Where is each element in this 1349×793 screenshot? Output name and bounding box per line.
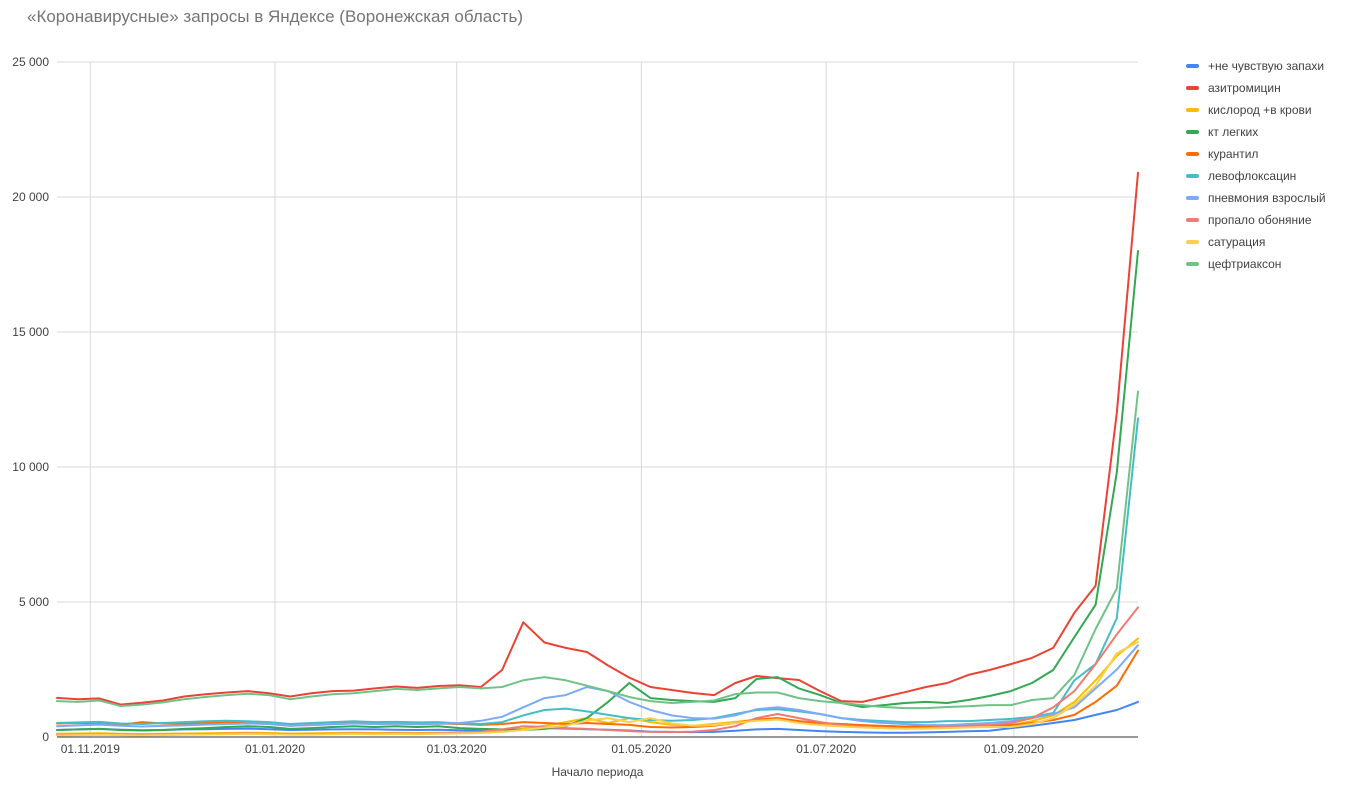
legend-label: пневмония взрослый (1208, 191, 1326, 205)
legend-label: +не чувствую запахи (1208, 59, 1325, 73)
legend-label: пропало обоняние (1208, 213, 1312, 227)
legend-item[interactable]: +не чувствую запахи (1186, 55, 1326, 77)
x-tick-label: 01.09.2020 (984, 742, 1044, 756)
series-line-7 (56, 606, 1139, 736)
legend-label: кт легких (1208, 125, 1259, 139)
legend-label: курантил (1208, 147, 1259, 161)
legend: +не чувствую запахи азитромицин кислород… (1186, 55, 1326, 275)
legend-swatch (1186, 218, 1199, 222)
y-tick-label: 20 000 (12, 190, 49, 204)
x-tick-label: 01.11.2019 (61, 742, 120, 756)
legend-label: сатурация (1208, 235, 1266, 249)
series-line-6 (56, 644, 1139, 728)
legend-item[interactable]: кислород +в крови (1186, 99, 1326, 121)
legend-swatch (1186, 174, 1199, 178)
legend-swatch (1186, 262, 1199, 266)
legend-swatch (1186, 108, 1199, 112)
y-tick-label: 0 (42, 730, 49, 744)
legend-item[interactable]: азитромицин (1186, 77, 1326, 99)
legend-swatch (1186, 130, 1199, 134)
legend-swatch (1186, 86, 1199, 90)
y-tick-label: 15 000 (12, 325, 49, 339)
y-tick-label: 10 000 (12, 460, 49, 474)
series-line-9 (56, 390, 1139, 710)
legend-item[interactable]: курантил (1186, 143, 1326, 165)
x-tick-label: 01.03.2020 (427, 742, 487, 756)
legend-label: кислород +в крови (1208, 103, 1312, 117)
x-tick-label: 01.07.2020 (796, 742, 856, 756)
legend-swatch (1186, 152, 1199, 156)
series-line-5 (56, 417, 1139, 725)
legend-item[interactable]: пневмония взрослый (1186, 187, 1326, 209)
legend-item[interactable]: левофлоксацин (1186, 165, 1326, 187)
legend-label: азитромицин (1208, 81, 1281, 95)
legend-item[interactable]: сатурация (1186, 231, 1326, 253)
legend-item[interactable]: кт легких (1186, 121, 1326, 143)
legend-item[interactable]: цефтриаксон (1186, 253, 1326, 275)
x-tick-label: 01.05.2020 (611, 742, 671, 756)
series-line-8 (56, 641, 1139, 737)
chart-title: «Коронавирусные» запросы в Яндексе (Воро… (27, 7, 523, 26)
series-line-3 (56, 250, 1139, 732)
y-tick-label: 5 000 (19, 595, 49, 609)
legend-swatch (1186, 64, 1199, 68)
series-line-1 (56, 171, 1139, 706)
y-tick-label: 25 000 (12, 55, 49, 69)
legend-label: цефтриаксон (1208, 257, 1282, 271)
legend-item[interactable]: пропало обоняние (1186, 209, 1326, 231)
legend-swatch (1186, 196, 1199, 200)
legend-label: левофлоксацин (1208, 169, 1297, 183)
legend-swatch (1186, 240, 1199, 244)
x-tick-label: 01.01.2020 (245, 742, 305, 756)
x-axis-title: Начало периода (552, 765, 644, 779)
